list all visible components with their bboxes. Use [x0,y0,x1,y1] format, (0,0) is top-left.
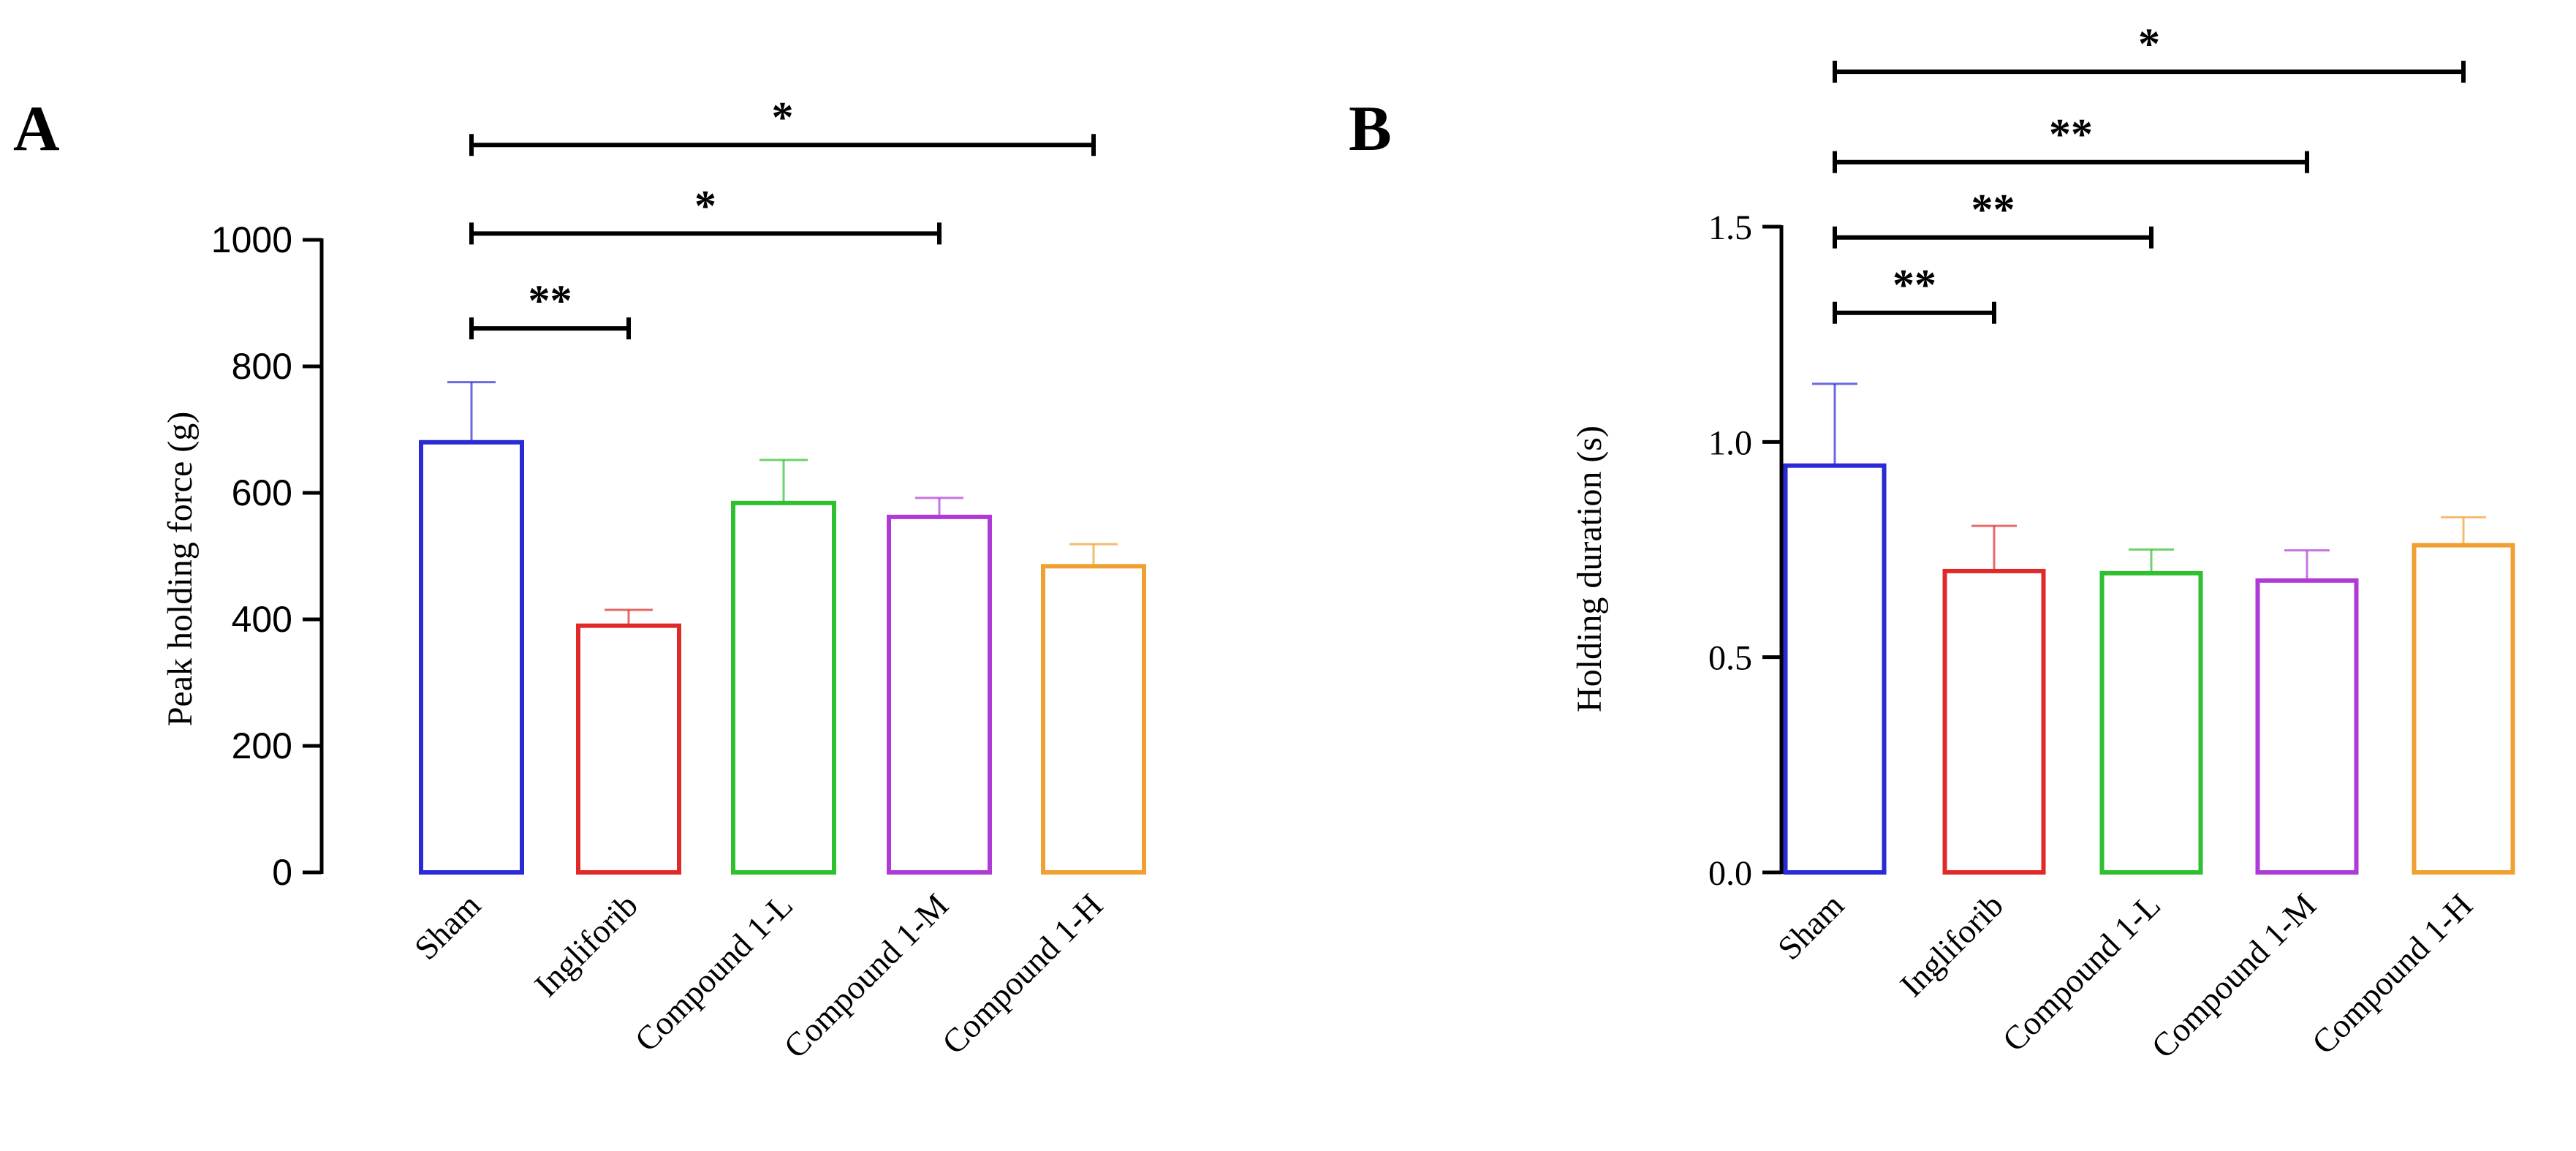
panel-a-y-axis-label: Peak holding force (g) [161,412,200,727]
panel-a-y-tick-label: 800 [232,346,292,387]
panel-a-sig-label-2: * [694,181,716,230]
panel-a-y-tick-label: 0 [272,852,292,893]
panel-a-category-label: Ingliforib [527,886,645,1004]
panel-a-bar-1 [419,439,524,875]
panel-b-bars [1783,382,2515,875]
panel-a-bar-4 [887,514,992,875]
panel-a-category-label: Sham [407,886,488,967]
panel-b-category-label: Sham [1770,886,1851,967]
panel-a-label: A [13,94,60,165]
panel-a-y-tick-label: 400 [232,599,292,640]
panel-b-significance: ******* [1833,20,2466,324]
panel-b-label: B [1349,94,1392,165]
panel-b-y-tick-label: 1.5 [1708,208,1752,247]
panel-b-sig-label-3: ** [2049,110,2093,159]
panel-b-category-label: Compound 1-L [1995,886,2167,1059]
panel-a-y-tick-label: 600 [232,472,292,513]
panel-a-sig-label-1: ** [529,276,572,325]
panel-b: B Holding duration (s) 0.0 0.5 1.0 1.5 Sham… [1349,20,2515,1065]
panel-a-bar-5 [1041,564,1146,875]
panel-b-bar-3 [2099,570,2203,875]
panel-a-bar-2 [576,623,681,875]
panel-b-y-tick-label: 0.5 [1708,639,1752,678]
panel-b-sig-label-4: * [2138,20,2160,68]
panel-b-bar-2 [1942,568,2046,875]
panel-a-bars [419,381,1146,875]
panel-b-category-label: Compound 1-M [2144,886,2323,1065]
panel-b-y-tick-label: 1.0 [1708,423,1752,462]
panel-a-category-label: Compound 1-M [776,886,955,1065]
panel-b-y-axis-label: Holding duration (s) [1570,426,1609,712]
panel-a-category-label: Compound 1-H [935,886,1110,1061]
panel-a-category-label: Compound 1-L [627,886,800,1059]
panel-a: A Peak holding force (g) 0 200 400 600 800 10… [13,93,1146,1065]
panel-b-category-label: Ingliforib [1893,886,2010,1004]
panel-b-sig-label-1: ** [1893,261,1936,309]
panel-b-sig-label-2: ** [1971,186,2015,234]
panel-b-category-label: Compound 1-H [2305,886,2480,1061]
panel-b-bar-1 [1783,463,1887,875]
panel-b-bar-4 [2255,578,2359,875]
panel-a-y-tick-label: 1000 [211,219,292,260]
panel-a-sig-label-3: * [772,93,794,141]
panel-a-y-axis: 0 200 400 600 800 1000 [211,219,324,893]
panel-b-y-axis: 0.0 0.5 1.0 1.5 [1708,208,1784,893]
panel-a-bar-3 [731,500,836,875]
panel-b-y-tick-label: 0.0 [1708,854,1752,893]
panel-a-y-tick-label: 200 [232,725,292,766]
panel-a-significance: **** [469,93,1096,340]
panel-b-bar-5 [2412,543,2515,875]
